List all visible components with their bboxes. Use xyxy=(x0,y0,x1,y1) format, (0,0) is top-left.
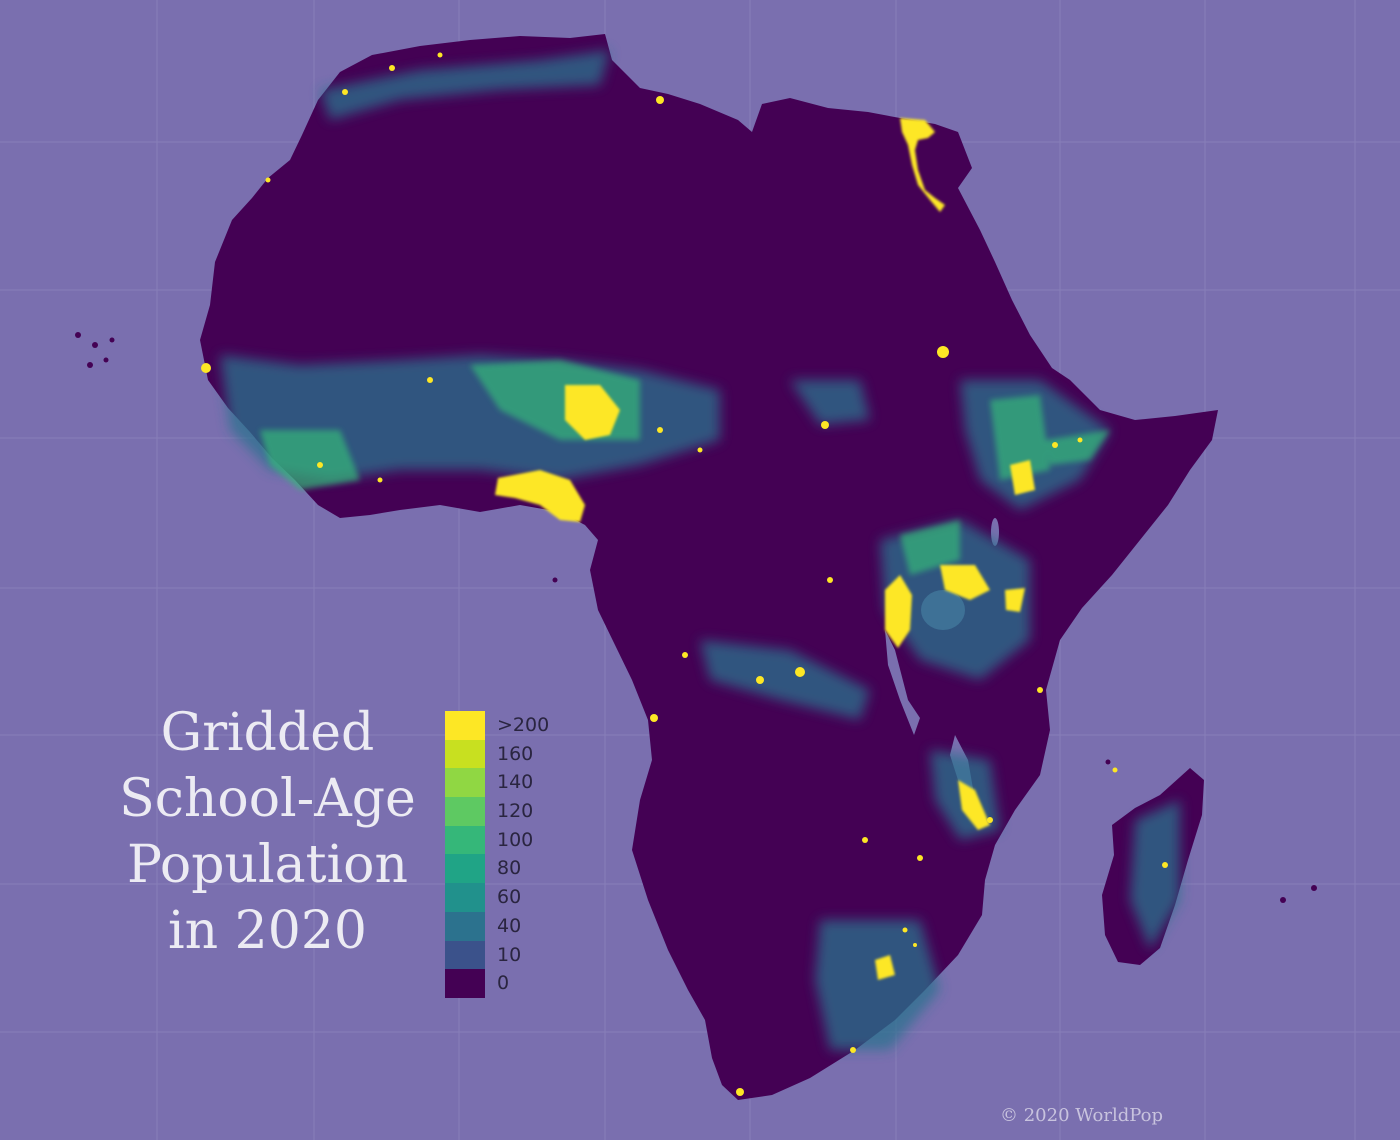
legend-swatch xyxy=(445,768,485,798)
legend-label: 80 xyxy=(497,857,522,880)
legend-label: 40 xyxy=(497,914,522,937)
legend-label: 120 xyxy=(497,800,534,823)
legend-swatch xyxy=(445,854,485,884)
legend-swatch xyxy=(445,969,485,999)
small-islands xyxy=(75,332,1317,903)
legend-label: 100 xyxy=(497,828,534,851)
title-line: Population xyxy=(127,835,408,896)
legend-label: 60 xyxy=(497,886,522,909)
legend-swatch xyxy=(445,711,485,740)
legend-swatch xyxy=(445,797,485,827)
credit-text: © 2020 WorldPop xyxy=(1000,1105,1163,1126)
legend-label: 160 xyxy=(497,742,534,765)
legend-swatch xyxy=(445,911,485,941)
legend-swatch xyxy=(445,940,485,970)
legend-label: 10 xyxy=(497,943,522,966)
density-high xyxy=(201,52,1168,1096)
legend-swatch xyxy=(445,739,485,769)
legend-label: 0 xyxy=(497,972,510,995)
density-green xyxy=(260,360,1110,575)
map-title: Gridded School-Age Population in 2020 xyxy=(95,700,440,964)
title-line: in 2020 xyxy=(168,901,367,962)
legend-swatch xyxy=(445,825,485,855)
legend-label: 140 xyxy=(497,771,534,794)
title-line: School-Age xyxy=(119,769,416,830)
legend-label: >200 xyxy=(497,714,550,736)
legend-swatch xyxy=(445,883,485,913)
title-line: Gridded xyxy=(160,703,375,763)
